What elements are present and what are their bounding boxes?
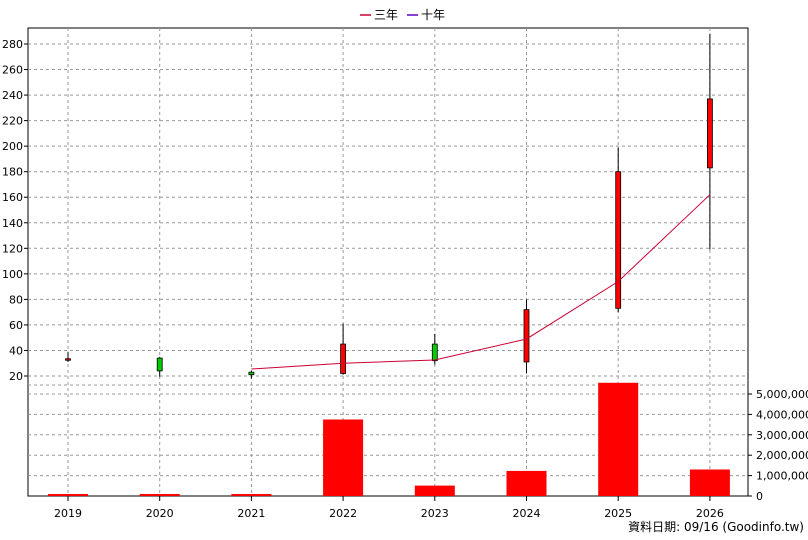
candle-body bbox=[248, 371, 255, 376]
three-year-ma-line bbox=[251, 194, 711, 370]
candle-body bbox=[340, 343, 347, 374]
legend-label-ten-year: 十年 bbox=[421, 8, 445, 22]
candle-body bbox=[707, 98, 713, 169]
candle-body bbox=[156, 357, 163, 372]
price-tick-label: 20 bbox=[9, 370, 23, 383]
x-tick-label: 2025 bbox=[604, 507, 632, 520]
candle-body bbox=[65, 358, 71, 361]
data-date-footer: 資料日期: 09/16 (Goodinfo.tw) bbox=[628, 520, 804, 534]
price-tick-label: 260 bbox=[2, 64, 23, 77]
price-tick-label: 60 bbox=[9, 319, 23, 332]
volume-bars bbox=[48, 382, 730, 496]
candle-body bbox=[431, 343, 438, 362]
price-tick-label: 240 bbox=[2, 89, 23, 102]
moving-average-lines bbox=[251, 194, 711, 370]
x-tick-label: 2020 bbox=[146, 507, 174, 520]
plot-frame bbox=[27, 27, 749, 497]
x-axis: 2019 2020 2021 2022 2023 2024 2025 2026 bbox=[54, 496, 724, 520]
x-tick-label: 2021 bbox=[237, 507, 265, 520]
x-tick-label: 2026 bbox=[696, 507, 724, 520]
candle-body bbox=[523, 309, 530, 363]
x-tick-label: 2023 bbox=[421, 507, 449, 520]
volume-tick-label: 0 bbox=[756, 490, 763, 503]
volume-bar bbox=[506, 470, 547, 496]
legend-label-three-year: 三年 bbox=[374, 8, 398, 22]
candle-body bbox=[615, 171, 622, 309]
price-tick-label: 200 bbox=[2, 140, 23, 153]
legend: 三年 十年 bbox=[360, 8, 445, 22]
volume-bar bbox=[48, 494, 88, 496]
price-tick-label: 140 bbox=[2, 217, 23, 230]
volume-bar bbox=[323, 419, 364, 496]
price-tick-label: 180 bbox=[2, 166, 23, 179]
volume-axis: 0 1,000,000 2,000,000 3,000,000 4,000,000 5,0… bbox=[747, 383, 808, 503]
volume-tick-label: 2,000,000 bbox=[756, 449, 808, 462]
volume-tick-label: 5,000,000 bbox=[756, 388, 808, 401]
volume-tick-label: 1,000,000 bbox=[756, 470, 808, 483]
candles bbox=[65, 33, 713, 379]
x-tick-label: 2022 bbox=[329, 507, 357, 520]
price-tick-label: 120 bbox=[2, 242, 23, 255]
price-tick-label: 80 bbox=[9, 293, 23, 306]
volume-tick-label: 4,000,000 bbox=[756, 408, 808, 421]
volume-bar bbox=[231, 494, 272, 496]
price-tick-label: 280 bbox=[2, 38, 23, 51]
price-tick-label: 100 bbox=[2, 268, 23, 281]
price-tick-label: 40 bbox=[9, 344, 23, 357]
volume-tick-label: 3,000,000 bbox=[756, 429, 808, 442]
price-tick-label: 160 bbox=[2, 191, 23, 204]
x-tick-label: 2024 bbox=[513, 507, 541, 520]
grid bbox=[28, 28, 748, 496]
volume-bar bbox=[414, 485, 455, 496]
volume-bar bbox=[598, 382, 639, 496]
x-tick-label: 2019 bbox=[54, 507, 82, 520]
volume-bar bbox=[139, 494, 180, 496]
price-tick-label: 220 bbox=[2, 115, 23, 128]
volume-bar bbox=[689, 469, 730, 496]
price-axis: 20 40 60 80 100 120 140 160 180 200 220 240 260 280 bbox=[2, 38, 28, 383]
